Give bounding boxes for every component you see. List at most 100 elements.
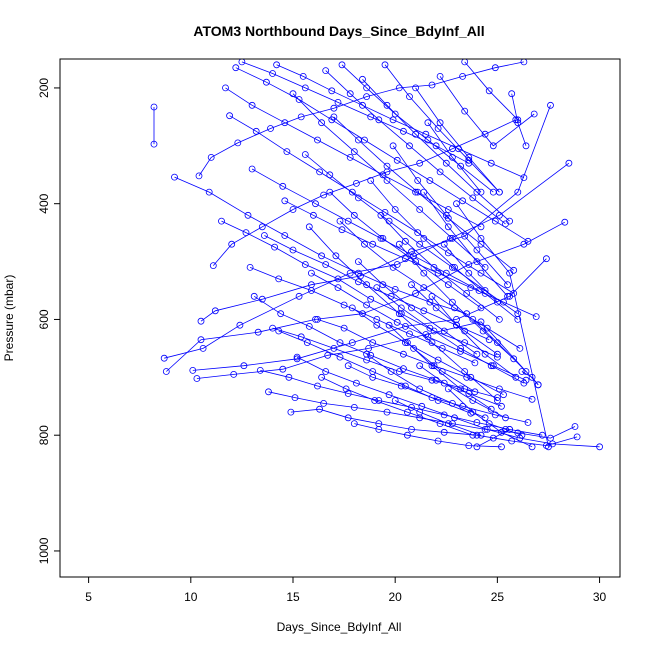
- data-point: [493, 350, 501, 358]
- data-point: [162, 368, 170, 375]
- data-point: [442, 159, 450, 167]
- data-point: [491, 64, 499, 72]
- series-line: [358, 261, 478, 355]
- data-point: [467, 409, 475, 417]
- data-point: [453, 321, 460, 329]
- data-point: [481, 350, 489, 358]
- data-point: [226, 112, 234, 120]
- data-point: [265, 388, 272, 396]
- data-point: [359, 101, 366, 109]
- data-point: [395, 310, 403, 318]
- data-point: [375, 425, 383, 433]
- data-point: [408, 304, 415, 312]
- data-point: [189, 366, 197, 374]
- data-point: [363, 281, 371, 289]
- series-line: [225, 87, 482, 228]
- data-point: [436, 73, 444, 80]
- data-point: [399, 127, 407, 135]
- data-point: [330, 344, 338, 352]
- series-line: [309, 226, 498, 401]
- data-point: [246, 263, 254, 271]
- data-point: [393, 156, 401, 164]
- data-point: [320, 191, 328, 199]
- data-point: [428, 376, 436, 384]
- data-point: [248, 165, 256, 173]
- data-point: [197, 336, 205, 344]
- data-point: [303, 339, 311, 347]
- data-point: [352, 179, 360, 187]
- data-point: [385, 391, 393, 399]
- data-point: [318, 252, 326, 260]
- data-point: [487, 405, 495, 413]
- data-point: [451, 414, 458, 422]
- data-point: [344, 390, 352, 397]
- data-point: [493, 397, 501, 404]
- series-line: [380, 215, 500, 320]
- series-line: [333, 116, 514, 271]
- data-point: [222, 84, 229, 92]
- data-point: [518, 368, 526, 375]
- data-point: [397, 304, 405, 312]
- data-point: [495, 385, 503, 393]
- data-point: [477, 234, 485, 242]
- series-line: [464, 61, 519, 121]
- data-point: [389, 263, 397, 271]
- data-point: [371, 397, 379, 404]
- data-point: [436, 168, 444, 176]
- data-point: [428, 81, 436, 89]
- series-line: [290, 408, 578, 447]
- data-point: [287, 408, 295, 416]
- data-point: [545, 443, 552, 451]
- data-point: [481, 289, 489, 297]
- data-point: [401, 322, 409, 330]
- data-point: [448, 298, 456, 306]
- data-point: [359, 75, 366, 83]
- data-point: [281, 119, 289, 127]
- data-point: [471, 388, 479, 396]
- data-point: [416, 362, 424, 370]
- data-point: [299, 73, 307, 80]
- data-point: [218, 217, 225, 225]
- data-point: [416, 408, 424, 416]
- data-point: [477, 304, 485, 312]
- data-point: [283, 148, 291, 156]
- data-point: [412, 258, 420, 266]
- data-point: [448, 234, 456, 242]
- data-point: [416, 206, 424, 213]
- data-point: [457, 162, 465, 170]
- data-point: [403, 431, 411, 439]
- data-point: [473, 258, 481, 266]
- data-point: [326, 188, 334, 196]
- data-point: [547, 101, 554, 109]
- data-point: [473, 350, 481, 358]
- data-point: [420, 269, 428, 277]
- series-line: [272, 327, 498, 398]
- data-point: [352, 379, 360, 387]
- data-point: [383, 177, 391, 184]
- data-point: [379, 281, 387, 289]
- data-point: [506, 269, 514, 277]
- x-tick-label: 10: [184, 590, 198, 604]
- series-line: [196, 321, 539, 386]
- data-point: [401, 255, 409, 263]
- data-point: [285, 373, 293, 381]
- data-point: [354, 278, 362, 286]
- data-point: [434, 437, 442, 445]
- data-point: [477, 269, 485, 277]
- data-point: [493, 298, 501, 306]
- series-line: [370, 180, 519, 320]
- data-point: [340, 324, 348, 332]
- data-point: [367, 177, 375, 184]
- data-point: [336, 217, 344, 225]
- data-point: [301, 261, 309, 268]
- data-point: [434, 356, 442, 364]
- data-point: [228, 240, 236, 248]
- data-point: [330, 104, 338, 112]
- series-line: [439, 76, 535, 147]
- series-line: [427, 122, 482, 193]
- data-point: [271, 243, 279, 251]
- series-line: [362, 79, 510, 222]
- data-point: [489, 434, 497, 442]
- data-point: [387, 368, 395, 375]
- data-point: [281, 197, 289, 205]
